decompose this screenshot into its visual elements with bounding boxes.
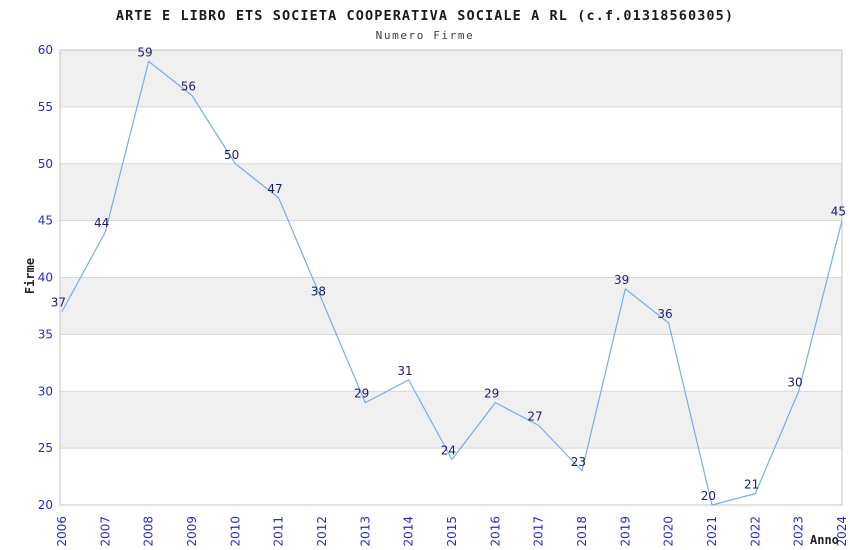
band-plain [60, 106, 842, 164]
x-tick-label: 2007 [98, 516, 112, 547]
y-tick-label: 60 [38, 43, 53, 57]
data-point-label: 30 [787, 375, 802, 389]
x-tick-label: 2014 [402, 516, 416, 547]
data-point-label: 36 [657, 307, 672, 321]
chart-subtitle: Numero Firme [375, 29, 475, 42]
x-tick-label: 2018 [575, 516, 589, 547]
data-point-label: 23 [571, 455, 586, 469]
data-point-label: 29 [484, 387, 499, 401]
band-shaded [60, 163, 842, 221]
data-point-label: 27 [527, 409, 542, 423]
data-point-label: 24 [441, 444, 456, 458]
y-tick-label: 50 [38, 157, 53, 171]
x-tick-label: 2008 [142, 516, 156, 547]
data-point-label: 21 [744, 478, 759, 492]
band-plain [60, 220, 842, 278]
data-point-label: 50 [224, 148, 239, 162]
y-tick-label: 35 [38, 327, 53, 341]
data-point-label: 47 [267, 182, 282, 196]
y-tick-label: 20 [38, 498, 53, 512]
y-tick-label: 30 [38, 384, 53, 398]
x-tick-label: 2011 [272, 516, 286, 547]
data-point-label: 38 [311, 284, 326, 298]
x-tick-label: 2012 [315, 516, 329, 547]
plot-frame [59, 49, 843, 506]
chart-title: ARTE E LIBRO ETS SOCIETA COOPERATIVA SOC… [115, 8, 735, 24]
series-line [61, 60, 843, 506]
data-point-label: 44 [94, 216, 109, 230]
x-tick-label: 2020 [662, 516, 676, 547]
data-point-label: 31 [397, 364, 412, 378]
y-tick-label: 40 [38, 271, 53, 285]
x-tick-label: 2022 [748, 516, 762, 547]
data-point-label: 45 [831, 205, 846, 219]
x-tick-label: 2006 [55, 516, 69, 547]
x-tick-label: 2013 [358, 516, 372, 547]
y-tick-label: 45 [38, 214, 53, 228]
data-point-label: 39 [614, 273, 629, 287]
x-tick-label: 2010 [228, 516, 242, 547]
data-point-label: 29 [354, 387, 369, 401]
x-tick-label: 2021 [705, 516, 719, 547]
band-shaded [60, 277, 842, 335]
x-tick-label: 2024 [835, 516, 849, 547]
x-tick-label: 2016 [488, 516, 502, 547]
x-tick-label: 2009 [185, 516, 199, 547]
y-tick-label: 55 [38, 100, 53, 114]
y-tick-label: 25 [38, 441, 53, 455]
data-point-label: 59 [137, 45, 152, 59]
x-tick-label: 2017 [532, 516, 546, 547]
band-shaded [60, 50, 842, 107]
x-axis-label: Anno [810, 533, 839, 547]
band-shaded [60, 391, 842, 449]
data-point-label: 56 [181, 80, 196, 94]
data-point-label: 20 [701, 489, 716, 503]
data-point-label: 37 [51, 296, 66, 310]
x-tick-label: 2015 [445, 516, 459, 547]
x-tick-label: 2019 [618, 516, 632, 547]
band-plain [60, 334, 842, 392]
x-tick-label: 2023 [792, 516, 806, 547]
